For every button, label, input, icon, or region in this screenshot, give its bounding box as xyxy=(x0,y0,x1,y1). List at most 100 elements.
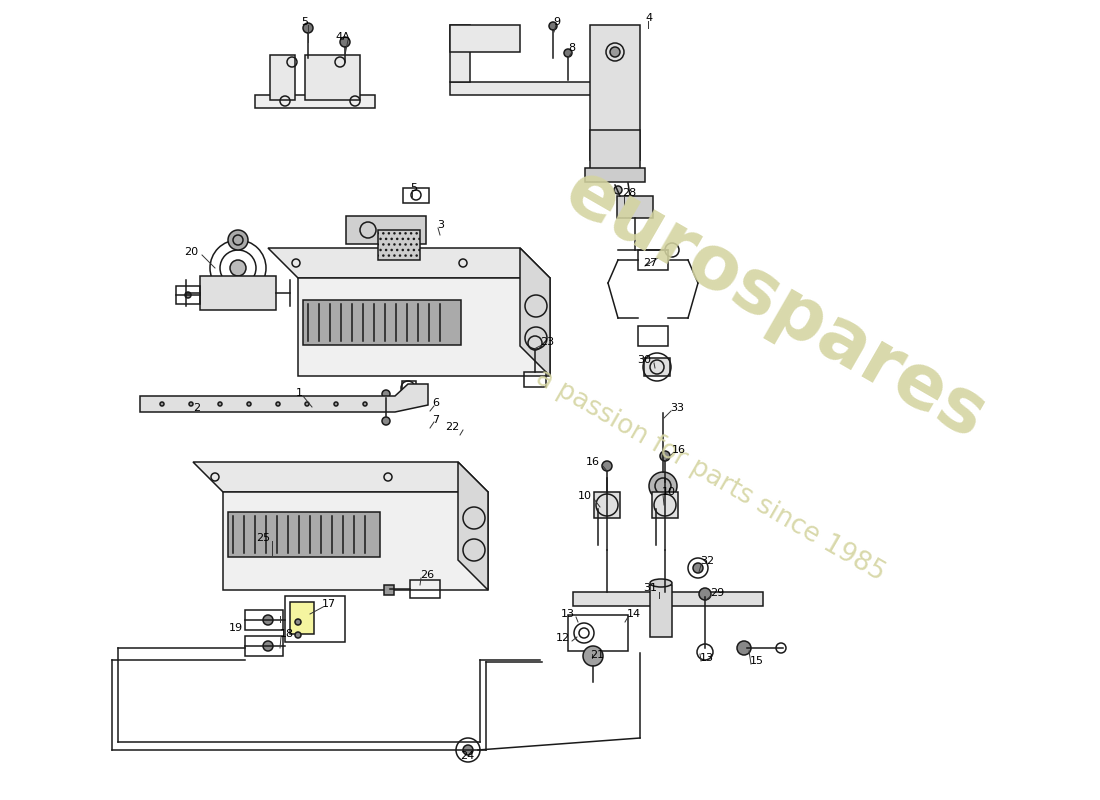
Text: 13: 13 xyxy=(561,609,575,619)
Bar xyxy=(290,602,314,634)
Text: 30: 30 xyxy=(637,355,651,365)
Circle shape xyxy=(185,292,191,298)
Text: 20: 20 xyxy=(184,247,198,257)
Text: 23: 23 xyxy=(540,337,554,347)
Circle shape xyxy=(302,23,313,33)
Text: 4A: 4A xyxy=(336,32,351,42)
Polygon shape xyxy=(450,25,520,52)
Bar xyxy=(638,250,668,270)
Polygon shape xyxy=(450,25,470,82)
Bar xyxy=(410,580,440,598)
Bar xyxy=(346,216,426,244)
Circle shape xyxy=(295,632,301,638)
Text: eurospares: eurospares xyxy=(551,155,999,455)
Bar xyxy=(644,358,670,376)
Text: 7: 7 xyxy=(432,415,439,425)
Text: 21: 21 xyxy=(590,650,604,660)
Circle shape xyxy=(263,641,273,651)
Ellipse shape xyxy=(650,579,672,587)
Text: 5: 5 xyxy=(301,17,308,27)
Text: 22: 22 xyxy=(446,422,460,432)
Bar xyxy=(650,585,672,637)
Circle shape xyxy=(295,619,301,625)
Circle shape xyxy=(189,402,192,406)
Polygon shape xyxy=(255,95,375,108)
Polygon shape xyxy=(223,492,488,590)
Text: 17: 17 xyxy=(322,599,337,609)
Bar xyxy=(384,585,394,595)
Text: 33: 33 xyxy=(670,403,684,413)
Text: 28: 28 xyxy=(621,188,636,198)
Text: 24: 24 xyxy=(460,751,474,761)
Polygon shape xyxy=(140,384,428,412)
Text: 10: 10 xyxy=(662,487,676,497)
Circle shape xyxy=(263,615,273,625)
Polygon shape xyxy=(520,248,550,376)
Polygon shape xyxy=(450,82,620,95)
Bar xyxy=(568,615,628,651)
Text: 16: 16 xyxy=(672,445,686,455)
Circle shape xyxy=(248,402,251,406)
Text: 27: 27 xyxy=(644,258,658,268)
Circle shape xyxy=(276,402,280,406)
Text: 29: 29 xyxy=(710,588,724,598)
Circle shape xyxy=(228,230,248,250)
Circle shape xyxy=(218,402,222,406)
Text: 16: 16 xyxy=(586,457,600,467)
Polygon shape xyxy=(305,55,360,100)
Text: 2: 2 xyxy=(192,403,200,413)
Circle shape xyxy=(382,417,390,425)
Circle shape xyxy=(305,402,309,406)
Polygon shape xyxy=(590,25,640,160)
Circle shape xyxy=(698,588,711,600)
Bar xyxy=(403,188,429,203)
Text: 15: 15 xyxy=(750,656,764,666)
Polygon shape xyxy=(378,230,420,260)
Text: 12: 12 xyxy=(556,633,570,643)
Circle shape xyxy=(737,641,751,655)
Text: a passion for parts since 1985: a passion for parts since 1985 xyxy=(531,364,889,586)
Text: 19: 19 xyxy=(229,623,243,633)
Circle shape xyxy=(160,402,164,406)
Text: 6: 6 xyxy=(432,398,439,408)
Polygon shape xyxy=(200,276,276,310)
Bar xyxy=(176,286,200,304)
Polygon shape xyxy=(590,130,640,175)
Polygon shape xyxy=(268,248,550,278)
Text: 14: 14 xyxy=(627,609,641,619)
Text: 8: 8 xyxy=(568,43,575,53)
Bar xyxy=(245,636,283,656)
Circle shape xyxy=(693,563,703,573)
Circle shape xyxy=(583,646,603,666)
Text: 4: 4 xyxy=(645,13,652,23)
Text: 9: 9 xyxy=(553,17,560,27)
Circle shape xyxy=(230,260,246,276)
Circle shape xyxy=(564,49,572,57)
Circle shape xyxy=(363,402,367,406)
Text: 18: 18 xyxy=(280,629,294,639)
Bar xyxy=(638,326,668,346)
Text: 5: 5 xyxy=(410,183,417,193)
Bar xyxy=(585,168,645,182)
Bar xyxy=(245,610,283,630)
Bar xyxy=(228,512,380,557)
Bar xyxy=(617,196,653,218)
Bar xyxy=(524,372,546,387)
Text: 3: 3 xyxy=(437,220,444,230)
Circle shape xyxy=(610,47,620,57)
Circle shape xyxy=(382,390,390,398)
Bar xyxy=(402,381,416,395)
Bar xyxy=(652,492,678,518)
Circle shape xyxy=(463,745,473,755)
Polygon shape xyxy=(298,278,550,376)
Circle shape xyxy=(649,472,676,500)
Circle shape xyxy=(334,402,338,406)
Bar xyxy=(285,596,345,642)
Polygon shape xyxy=(192,462,488,492)
Bar xyxy=(594,492,620,518)
Text: 10: 10 xyxy=(578,491,592,501)
Bar xyxy=(302,300,461,345)
Polygon shape xyxy=(458,462,488,590)
Circle shape xyxy=(340,37,350,47)
Polygon shape xyxy=(270,55,295,100)
